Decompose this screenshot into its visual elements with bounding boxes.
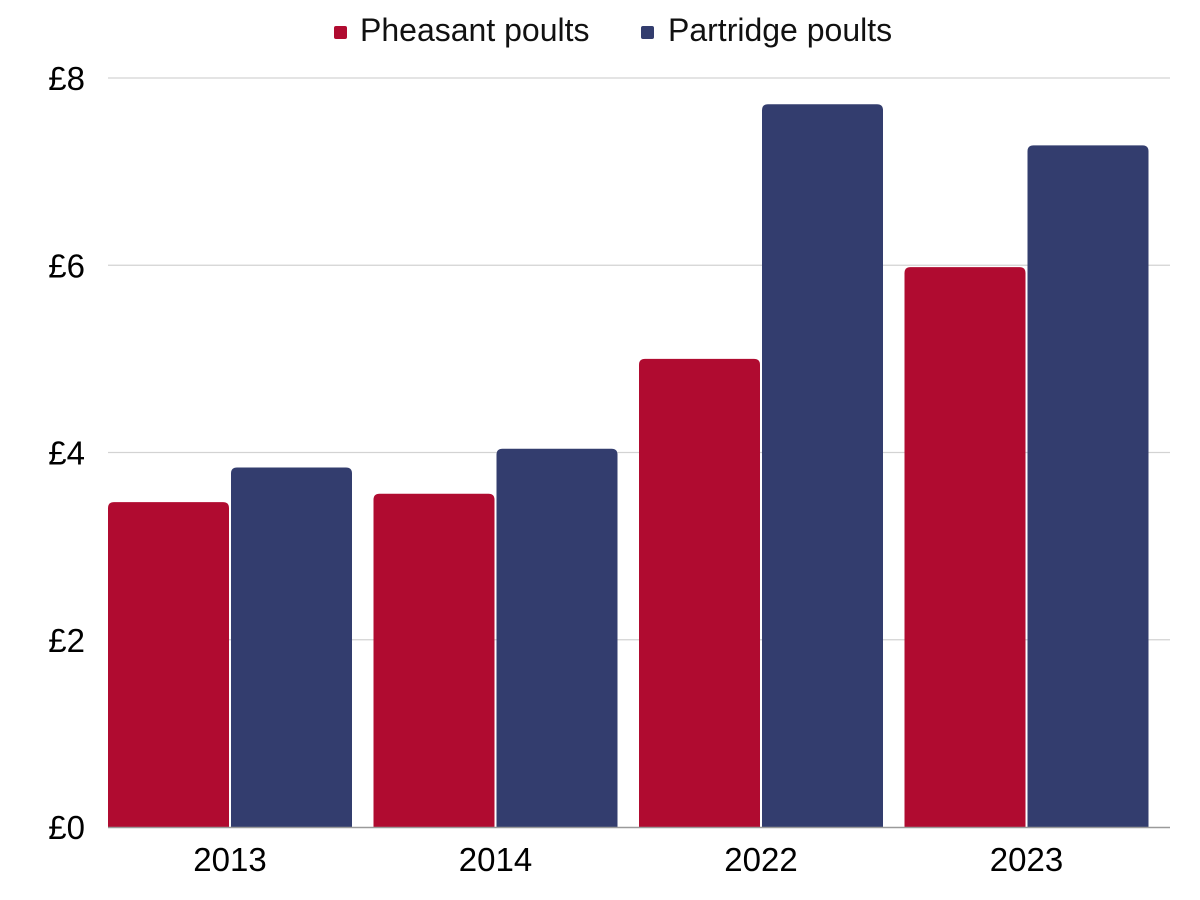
y-tick-label: £0: [48, 809, 85, 846]
y-tick-label: £4: [48, 435, 85, 472]
bar-partridge-2022: [762, 104, 883, 828]
legend-swatch-partridge: [641, 26, 654, 39]
y-tick-label: £2: [48, 622, 85, 659]
bar-pheasant-2023: [904, 267, 1026, 827]
x-axis: 2013 2014 2022 2023: [193, 841, 1063, 878]
legend-label-partridge: Partridge poults: [668, 12, 892, 48]
bar-pheasant-2013: [108, 502, 229, 827]
bars: [108, 104, 1149, 828]
chart-legend: Pheasant poults Partridge poults: [334, 12, 892, 48]
x-tick-label: 2013: [193, 841, 266, 878]
y-tick-label: £6: [48, 247, 85, 284]
legend-label-pheasant: Pheasant poults: [360, 12, 590, 48]
bar-pheasant-2022: [639, 358, 760, 827]
y-tick-label: £8: [48, 60, 85, 97]
y-axis: £0 £2 £4 £6 £8: [48, 60, 85, 846]
x-tick-label: 2022: [724, 841, 797, 878]
x-tick-label: 2023: [990, 841, 1063, 878]
bar-pheasant-2014: [373, 493, 495, 827]
bar-partridge-2013: [231, 467, 352, 827]
bar-partridge-2014: [496, 448, 618, 827]
bar-partridge-2023: [1027, 145, 1149, 827]
legend-swatch-pheasant: [334, 26, 347, 39]
x-tick-label: 2014: [459, 841, 532, 878]
